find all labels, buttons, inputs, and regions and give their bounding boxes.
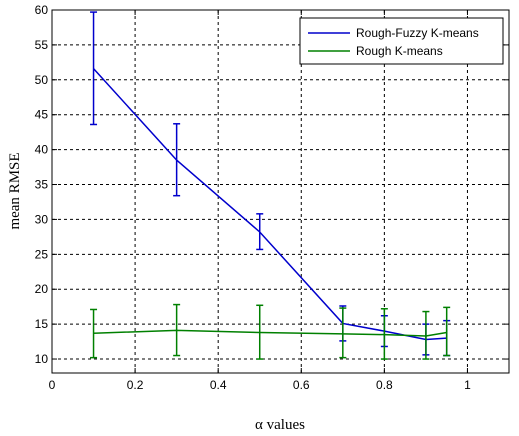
series-layer [90, 11, 451, 360]
tick-labels: 0 0.2 0.4 0.6 0.8 1 10 15 20 25 30 35 40 45 50 55 60 [35, 3, 471, 392]
y-tick-label: 45 [35, 108, 49, 122]
plot-frame [51, 9, 510, 374]
y-tick-label: 40 [35, 143, 49, 157]
series-line [92, 68, 447, 341]
y-tick-label: 50 [35, 73, 49, 87]
y-tick-label: 10 [35, 352, 49, 366]
error-bar [173, 303, 181, 357]
y-tick-label: 35 [35, 178, 49, 192]
error-bar [256, 213, 264, 251]
y-tick-label: 30 [35, 212, 49, 226]
error-bar [90, 11, 98, 126]
axis-ticks [51, 9, 509, 373]
error-bar [173, 123, 181, 197]
error-bar [256, 304, 264, 360]
y-tick-label: 20 [35, 282, 49, 296]
x-axis-label: α values [255, 417, 305, 433]
y-tick-label: 55 [35, 38, 49, 52]
y-tick-label: 60 [35, 3, 49, 17]
x-tick-label: 1 [464, 378, 471, 392]
x-tick-label: 0.4 [210, 378, 227, 392]
legend: Rough-Fuzzy K-means Rough K-means [299, 17, 504, 65]
error-bar [90, 308, 98, 359]
legend-label-rough-fuzzy-kmeans: Rough-Fuzzy K-means [356, 26, 479, 40]
x-tick-label: 0.6 [293, 378, 310, 392]
x-tick-label: 0 [49, 378, 56, 392]
error-bar [339, 307, 347, 359]
y-axis-label: mean RMSE [7, 152, 23, 229]
y-tick-label: 15 [35, 317, 49, 331]
error-bar [443, 306, 451, 357]
y-tick-label: 25 [35, 247, 49, 261]
x-tick-label: 0.8 [376, 378, 393, 392]
grid [52, 10, 509, 373]
legend-label-rough-kmeans: Rough K-means [356, 44, 443, 58]
x-tick-label: 0.2 [127, 378, 144, 392]
legend-box [299, 17, 504, 65]
series-1 [90, 303, 451, 360]
error-bar [422, 310, 430, 360]
error-bar [380, 308, 388, 360]
